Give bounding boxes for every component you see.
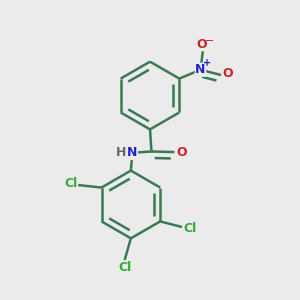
Text: O: O <box>176 146 187 159</box>
Text: N: N <box>127 146 137 159</box>
Text: Cl: Cl <box>183 222 196 235</box>
Text: Cl: Cl <box>118 261 132 274</box>
Text: H: H <box>116 146 126 159</box>
Text: O: O <box>196 38 207 51</box>
Text: +: + <box>203 58 211 68</box>
Text: Cl: Cl <box>64 177 77 190</box>
Text: O: O <box>222 67 233 80</box>
Text: −: − <box>205 36 214 46</box>
Text: N: N <box>195 63 206 76</box>
